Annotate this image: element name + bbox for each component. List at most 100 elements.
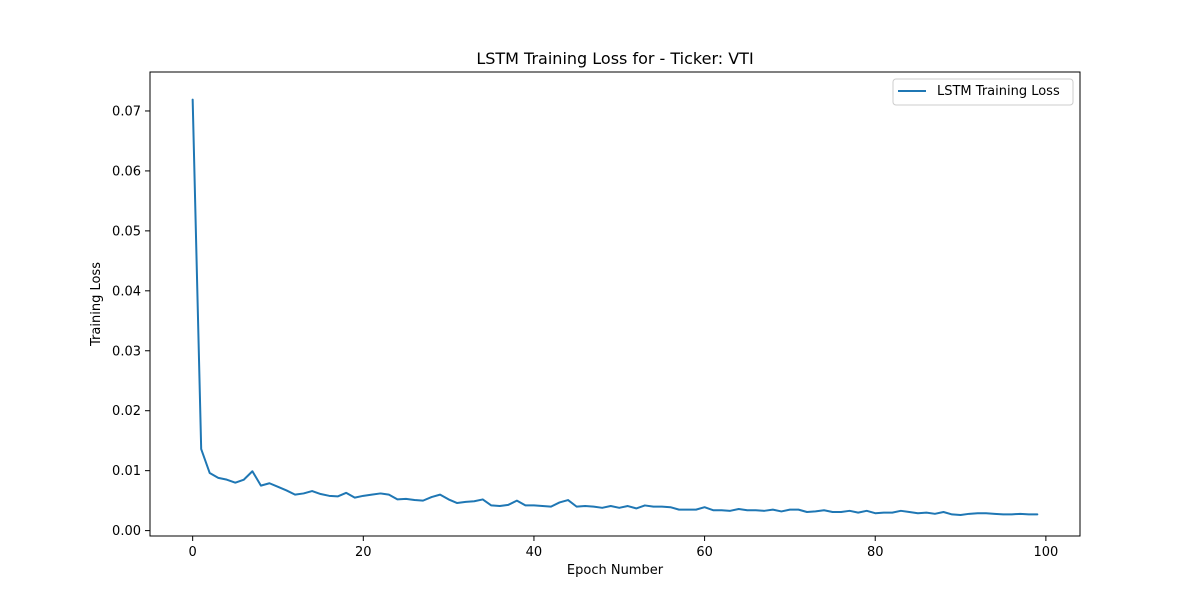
data-point	[695, 509, 697, 511]
data-point	[780, 510, 782, 513]
data-point	[1002, 513, 1004, 516]
data-point	[951, 513, 953, 516]
data-point	[883, 512, 885, 514]
x-axis-label: Epoch Number	[567, 563, 664, 578]
data-point	[763, 510, 765, 512]
data-point	[857, 512, 859, 514]
data-point	[934, 513, 936, 515]
y-tick-label: 0.02	[112, 404, 141, 419]
series-line-lstm-training-loss	[191, 98, 1039, 517]
data-point	[584, 505, 586, 507]
data-point	[448, 498, 450, 501]
data-point	[985, 512, 987, 514]
data-point	[942, 511, 945, 513]
data-point	[618, 507, 620, 509]
data-point	[473, 500, 475, 502]
data-point	[541, 505, 544, 507]
data-point	[755, 509, 757, 511]
data-point	[746, 509, 748, 511]
data-point	[268, 482, 271, 484]
x-tick-label: 60	[696, 545, 713, 560]
data-point	[507, 504, 509, 506]
x-tick-label: 40	[526, 545, 543, 560]
data-point	[959, 514, 962, 516]
data-point	[678, 509, 680, 511]
data-point	[866, 510, 868, 512]
data-point	[354, 497, 356, 499]
data-point	[644, 504, 646, 507]
data-point	[797, 509, 800, 511]
data-point	[499, 505, 501, 507]
data-point	[610, 505, 612, 507]
legend: LSTM Training Loss	[892, 78, 1074, 106]
data-point	[243, 479, 245, 481]
data-point	[601, 507, 603, 509]
data-point	[576, 506, 578, 508]
data-point	[294, 494, 296, 496]
data-point	[302, 492, 305, 495]
data-point	[908, 511, 910, 513]
data-point	[260, 485, 262, 487]
data-points	[192, 98, 1038, 516]
data-point	[490, 504, 492, 507]
plot-area	[191, 98, 1039, 517]
data-point	[405, 498, 407, 500]
data-point	[371, 494, 373, 496]
legend-label: LSTM Training Loss	[937, 84, 1060, 99]
data-point	[772, 509, 774, 511]
data-point	[465, 501, 467, 503]
chart-title: LSTM Training Loss for - Ticker: VTI	[476, 49, 753, 68]
data-point	[320, 493, 322, 495]
data-point	[516, 500, 518, 502]
data-point	[550, 506, 552, 508]
y-tick-label: 0.05	[112, 224, 141, 239]
data-point	[200, 448, 202, 450]
data-point	[558, 501, 561, 504]
data-point	[669, 506, 672, 508]
x-tick-label: 20	[355, 545, 372, 560]
data-point	[422, 500, 424, 502]
data-point	[712, 509, 714, 511]
data-point	[413, 499, 416, 501]
data-point	[627, 505, 629, 507]
data-point	[789, 509, 791, 511]
data-point	[891, 512, 893, 514]
data-point	[831, 511, 834, 513]
data-point	[567, 499, 569, 501]
data-point	[251, 470, 253, 472]
data-point	[652, 506, 654, 508]
data-point	[814, 510, 817, 513]
data-point	[738, 508, 740, 510]
data-point	[977, 512, 979, 514]
data-point	[874, 512, 876, 514]
data-point	[328, 495, 330, 497]
data-point	[439, 494, 441, 496]
data-point	[388, 494, 390, 496]
data-point	[396, 498, 399, 501]
axis-ticks: 0 20 40 60 80 100 0.00 0.01 0.02 0.03 0.04 0.05 0.06…	[112, 104, 1058, 560]
data-point	[285, 489, 288, 492]
data-point	[277, 486, 279, 488]
data-point	[430, 496, 433, 498]
data-point	[840, 511, 842, 513]
data-point	[1036, 513, 1038, 516]
data-point	[1028, 513, 1030, 516]
data-point	[1011, 513, 1013, 516]
data-point	[337, 495, 339, 498]
x-tick-label: 100	[1033, 545, 1058, 560]
y-tick-label: 0.01	[112, 464, 141, 479]
y-tick-label: 0.04	[112, 284, 141, 299]
data-point	[482, 498, 484, 501]
data-point	[721, 509, 723, 511]
data-point	[234, 482, 236, 484]
data-point	[209, 472, 211, 474]
data-point	[925, 512, 928, 514]
data-point	[968, 513, 970, 515]
data-point	[917, 512, 919, 514]
data-point	[524, 504, 527, 507]
data-point	[823, 509, 825, 511]
data-point	[192, 98, 194, 101]
data-point	[217, 477, 219, 479]
data-point	[226, 479, 228, 481]
